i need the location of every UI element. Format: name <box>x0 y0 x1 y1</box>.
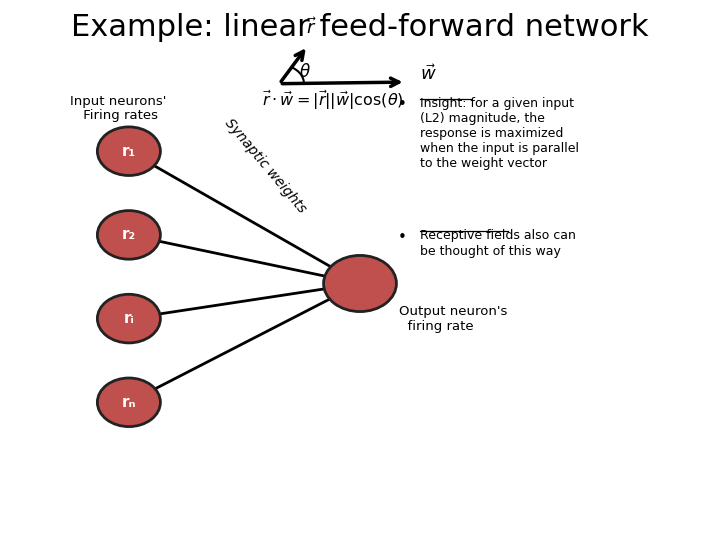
Circle shape <box>97 127 161 176</box>
Text: Insight: for a given input
(L2) magnitude, the
response is maximized
when the in: Insight: for a given input (L2) magnitud… <box>420 97 579 170</box>
Text: r₁: r₁ <box>122 144 136 159</box>
Text: rᵢ: rᵢ <box>123 311 135 326</box>
Text: $\vec{r}$: $\vec{r}$ <box>305 17 316 38</box>
Circle shape <box>97 211 161 259</box>
Circle shape <box>97 294 161 343</box>
Text: $\vec{w}$: $\vec{w}$ <box>420 64 436 84</box>
Text: Receptive fields also can
be thought of this way: Receptive fields also can be thought of … <box>420 230 575 258</box>
Text: Synaptic weights: Synaptic weights <box>222 116 309 216</box>
Text: Input neurons'
 Firing rates: Input neurons' Firing rates <box>70 94 166 123</box>
Text: Example: linear feed-forward network: Example: linear feed-forward network <box>71 14 649 43</box>
Text: •: • <box>398 97 407 112</box>
Text: •: • <box>398 230 407 245</box>
Text: Output neuron's
  firing rate: Output neuron's firing rate <box>399 305 507 333</box>
Circle shape <box>97 378 161 427</box>
Text: r₂: r₂ <box>122 227 136 242</box>
Text: $\vec{r} \cdot \vec{w} = |\vec{r}||\vec{w}|\cos(\theta)$: $\vec{r} \cdot \vec{w} = |\vec{r}||\vec{… <box>262 89 404 112</box>
Text: $\theta$: $\theta$ <box>299 63 311 81</box>
Circle shape <box>323 255 397 312</box>
Text: rₙ: rₙ <box>122 395 136 410</box>
